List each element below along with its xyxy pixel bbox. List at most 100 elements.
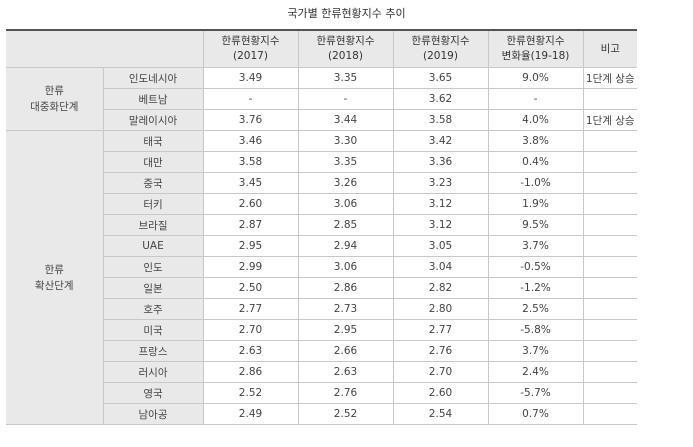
change-cell: -1.2% <box>487 277 584 299</box>
value-2017: 2.70 <box>202 319 299 341</box>
change-cell: 0.7% <box>487 403 584 425</box>
change-cell: - <box>487 88 584 110</box>
header-change-line1: 한류현황지수 <box>506 35 565 47</box>
change-cell: -5.7% <box>487 382 584 404</box>
value-2019: 2.60 <box>392 382 489 404</box>
table-row: 남아공 2.49 2.52 2.54 0.7% <box>6 403 637 425</box>
note-cell <box>582 172 637 194</box>
value-2018: 3.06 <box>297 193 394 215</box>
change-cell: 2.4% <box>487 361 584 383</box>
value-2018: 3.35 <box>297 67 394 89</box>
header-2018-line1: 한류현황지수 <box>316 35 375 47</box>
note-cell <box>582 214 637 236</box>
note-cell <box>582 193 637 215</box>
country-cell: 영국 <box>103 382 204 404</box>
value-2017: 2.52 <box>202 382 299 404</box>
table-row: 대만 3.58 3.35 3.36 0.4% <box>6 151 637 173</box>
value-2018: 2.95 <box>297 319 394 341</box>
value-2018: 2.73 <box>297 298 394 320</box>
table-row: 한류 확산단계 태국 3.46 3.30 3.42 3.8% <box>6 130 637 425</box>
change-cell: 3.7% <box>487 235 584 257</box>
value-2018: 2.94 <box>297 235 394 257</box>
country-cell: 말레이시아 <box>103 109 204 131</box>
header-note: 비고 <box>582 29 637 68</box>
table-row: 호주 2.77 2.73 2.80 2.5% <box>6 298 637 320</box>
value-2018: 2.85 <box>297 214 394 236</box>
value-2017: 2.63 <box>202 340 299 362</box>
header-change: 한류현황지수 변화율(19-18) <box>487 29 584 68</box>
value-2017: 2.49 <box>202 403 299 425</box>
value-2017: 3.45 <box>202 172 299 194</box>
value-2017: 2.87 <box>202 214 299 236</box>
country-cell: 남아공 <box>103 403 204 425</box>
value-2019: 2.54 <box>392 403 489 425</box>
value-2017: 3.46 <box>202 130 299 152</box>
header-2018-line2: (2018) <box>328 50 363 62</box>
note-cell: 1단계 상승 <box>582 67 637 89</box>
header-2019-line1: 한류현황지수 <box>411 35 470 47</box>
change-cell: 3.8% <box>487 130 584 152</box>
value-2018: 2.76 <box>297 382 394 404</box>
table-row: 인도 2.99 3.06 3.04 -0.5% <box>6 256 637 278</box>
group-label-line2: 대중화단계 <box>30 101 79 113</box>
note-cell <box>582 298 637 320</box>
country-cell: 러시아 <box>103 361 204 383</box>
value-2019: 2.82 <box>392 277 489 299</box>
note-cell <box>582 130 637 152</box>
header-2017-line1: 한류현황지수 <box>221 35 280 47</box>
value-2018: 3.30 <box>297 130 394 152</box>
value-2017: 3.58 <box>202 151 299 173</box>
table-row: 한류 대중화단계 인도네시아 3.49 3.35 3.65 9.0% 1단계 상… <box>6 67 637 131</box>
table-row: 말레이시아 3.76 3.44 3.58 4.0% 1단계 상승 <box>6 109 637 131</box>
value-2019: 2.76 <box>392 340 489 362</box>
group-label: 한류 확산단계 <box>6 130 104 425</box>
group-label: 한류 대중화단계 <box>6 67 104 131</box>
value-2018: 3.06 <box>297 256 394 278</box>
value-2019: 3.36 <box>392 151 489 173</box>
value-2019: 3.05 <box>392 235 489 257</box>
note-cell <box>582 319 637 341</box>
value-2019: 2.77 <box>392 319 489 341</box>
note-cell <box>582 88 637 110</box>
value-2019: 3.42 <box>392 130 489 152</box>
note-cell <box>582 151 637 173</box>
country-cell: 호주 <box>103 298 204 320</box>
change-cell: -0.5% <box>487 256 584 278</box>
value-2017: 2.60 <box>202 193 299 215</box>
value-2019: 3.62 <box>392 88 489 110</box>
header-corner <box>6 29 204 68</box>
value-2017: 2.77 <box>202 298 299 320</box>
note-cell: 1단계 상승 <box>582 109 637 131</box>
note-cell <box>582 235 637 257</box>
value-2018: 2.52 <box>297 403 394 425</box>
value-2019: 3.04 <box>392 256 489 278</box>
value-2017: 2.86 <box>202 361 299 383</box>
group-label-line1: 한류 <box>44 263 64 276</box>
header-2018: 한류현황지수 (2018) <box>297 29 394 68</box>
country-cell: 대만 <box>103 151 204 173</box>
value-2018: 3.26 <box>297 172 394 194</box>
country-cell: 일본 <box>103 277 204 299</box>
note-cell <box>582 340 637 362</box>
country-cell: 브라질 <box>103 214 204 236</box>
table-row: 러시아 2.86 2.63 2.70 2.4% <box>6 361 637 383</box>
change-cell: 2.5% <box>487 298 584 320</box>
country-cell: 베트남 <box>103 88 204 110</box>
table-row: 일본 2.50 2.86 2.82 -1.2% <box>6 277 637 299</box>
header-2019: 한류현황지수 (2019) <box>392 29 489 68</box>
note-cell <box>582 256 637 278</box>
note-cell <box>582 361 637 383</box>
value-2019: 3.23 <box>392 172 489 194</box>
change-cell: 9.0% <box>487 67 584 89</box>
country-cell: 인도네시아 <box>102 67 204 89</box>
index-table: 한류현황지수 (2017) 한류현황지수 (2018) 한류현황지수 (2019… <box>6 29 637 425</box>
value-2018: - <box>297 88 394 110</box>
change-cell: 3.7% <box>487 340 584 362</box>
value-2019: 3.65 <box>392 67 489 89</box>
country-cell: 터키 <box>103 193 204 215</box>
value-2018: 3.35 <box>297 151 394 173</box>
table-row: 프랑스 2.63 2.66 2.76 3.7% <box>6 340 637 362</box>
change-cell: -1.0% <box>487 172 584 194</box>
value-2019: 3.12 <box>392 214 489 236</box>
